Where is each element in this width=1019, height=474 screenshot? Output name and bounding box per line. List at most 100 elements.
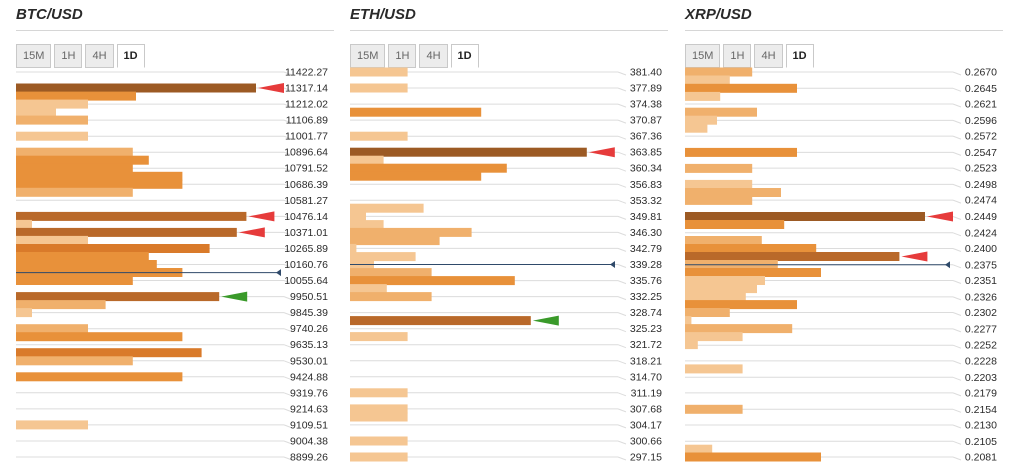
price-label: 8899.26 xyxy=(290,452,328,464)
confluence-bar xyxy=(685,115,717,125)
confluence-bar xyxy=(685,147,797,157)
confluence-bar xyxy=(16,260,157,269)
grid-tick xyxy=(617,199,627,204)
tab-1h[interactable]: 1H xyxy=(723,44,752,68)
resistance-arrow-icon xyxy=(258,83,284,93)
confluence-bar xyxy=(16,324,88,334)
confluence-bar xyxy=(685,268,821,277)
price-label: 370.87 xyxy=(630,115,662,127)
confluence-bar xyxy=(685,404,743,414)
confluence-bar xyxy=(16,252,149,261)
timeframe-tabs: 15M 1H 4H 1D xyxy=(685,44,817,68)
confluence-bar xyxy=(685,236,762,245)
confluence-bar xyxy=(350,131,408,141)
price-label: 325.23 xyxy=(630,323,662,335)
confluence-bar xyxy=(16,244,210,253)
grid-tick xyxy=(952,199,962,204)
grid-tick xyxy=(617,183,627,188)
tab-1h[interactable]: 1H xyxy=(388,44,417,68)
btc-panel: BTC/USD 15M 1H 4H 1D 11422.27 11317.14 112… xyxy=(16,0,336,474)
confluence-bar xyxy=(16,163,133,173)
confluence-bar xyxy=(685,340,698,350)
eth-panel: ETH/USD 15M 1H 4H 1D 381.40 377.89 374.38 3… xyxy=(350,0,670,474)
confluence-bar xyxy=(685,163,753,173)
price-label: 300.66 xyxy=(630,436,662,448)
confluence-bar xyxy=(350,163,507,173)
confluence-bar xyxy=(350,252,416,262)
grid-tick xyxy=(617,424,627,429)
price-label: 10686.39 xyxy=(284,179,328,191)
current-price-marker-icon xyxy=(610,261,615,268)
grid-tick xyxy=(952,312,962,316)
grid-tick xyxy=(617,456,627,461)
grid-tick xyxy=(952,232,962,237)
confluence-bar xyxy=(685,252,900,261)
tab-1d[interactable]: 1D xyxy=(785,44,814,68)
price-label: 9319.76 xyxy=(290,387,328,399)
confluence-bar xyxy=(350,404,408,414)
price-label: 356.83 xyxy=(630,179,662,191)
grid-tick xyxy=(617,103,627,108)
confluence-bar xyxy=(685,212,925,221)
grid-tick xyxy=(283,328,293,333)
tab-4h[interactable]: 4H xyxy=(754,44,783,68)
price-label: 0.2302 xyxy=(965,307,997,319)
tab-4h[interactable]: 4H xyxy=(85,44,114,68)
grid-tick xyxy=(952,360,962,365)
confluence-bar xyxy=(350,203,424,213)
timeframe-tabs: 15M 1H 4H 1D xyxy=(350,44,482,68)
grid-tick xyxy=(617,231,627,236)
grid-tick xyxy=(283,280,293,284)
confluence-bar xyxy=(350,388,408,398)
price-label: 0.2449 xyxy=(965,211,997,223)
price-label: 9109.51 xyxy=(290,419,328,431)
price-label: 0.2375 xyxy=(965,259,997,271)
price-label: 0.2154 xyxy=(965,404,997,416)
confluence-bar xyxy=(16,300,106,310)
confluence-bar xyxy=(685,244,817,253)
price-label: 9950.51 xyxy=(290,291,328,303)
tab-1d[interactable]: 1D xyxy=(116,44,145,68)
tab-1d[interactable]: 1D xyxy=(450,44,479,68)
confluence-bar xyxy=(16,420,88,430)
confluence-bar xyxy=(350,292,432,302)
tab-15m[interactable]: 15M xyxy=(16,44,52,68)
grid-tick xyxy=(283,103,293,108)
tab-15m[interactable]: 15M xyxy=(685,44,721,68)
grid-tick xyxy=(283,376,293,381)
price-label: 0.2670 xyxy=(965,67,997,79)
confluence-bar xyxy=(685,452,821,462)
confluence-bar xyxy=(685,107,757,117)
grid-tick xyxy=(617,376,627,381)
confluence-bar xyxy=(16,131,88,141)
confluence-bar xyxy=(16,372,183,382)
confluence-chart: 11422.27 11317.14 11212.02 11106.89 11001.77… xyxy=(16,67,328,464)
confluence-bar xyxy=(16,107,56,117)
confluence-bar xyxy=(350,227,472,237)
confluence-bar xyxy=(685,308,730,317)
confluence-bar xyxy=(16,235,88,245)
support-arrow-icon xyxy=(532,315,559,326)
price-label: 11001.77 xyxy=(285,131,328,143)
price-label: 328.74 xyxy=(630,307,662,319)
price-label: 374.38 xyxy=(630,99,662,111)
grid-tick xyxy=(283,119,293,124)
tab-1h[interactable]: 1H xyxy=(54,44,83,68)
confluence-bar xyxy=(16,115,88,125)
title-divider xyxy=(16,30,334,31)
timeframe-tabs: 15M 1H 4H 1D xyxy=(16,44,148,68)
tab-4h[interactable]: 4H xyxy=(419,44,448,68)
price-label: 9845.39 xyxy=(290,307,328,319)
grid-tick xyxy=(952,151,962,156)
grid-tick xyxy=(283,151,293,156)
current-price-marker-icon xyxy=(276,269,281,277)
grid-tick xyxy=(952,392,962,397)
price-label: 9740.26 xyxy=(290,323,328,335)
grid-tick xyxy=(952,344,962,349)
price-label: 0.2130 xyxy=(965,420,997,432)
price-label: 0.2179 xyxy=(965,387,997,399)
grid-tick xyxy=(617,328,627,333)
grid-tick xyxy=(952,424,962,429)
confluence-bar xyxy=(16,227,237,237)
confluence-bar xyxy=(350,243,357,253)
